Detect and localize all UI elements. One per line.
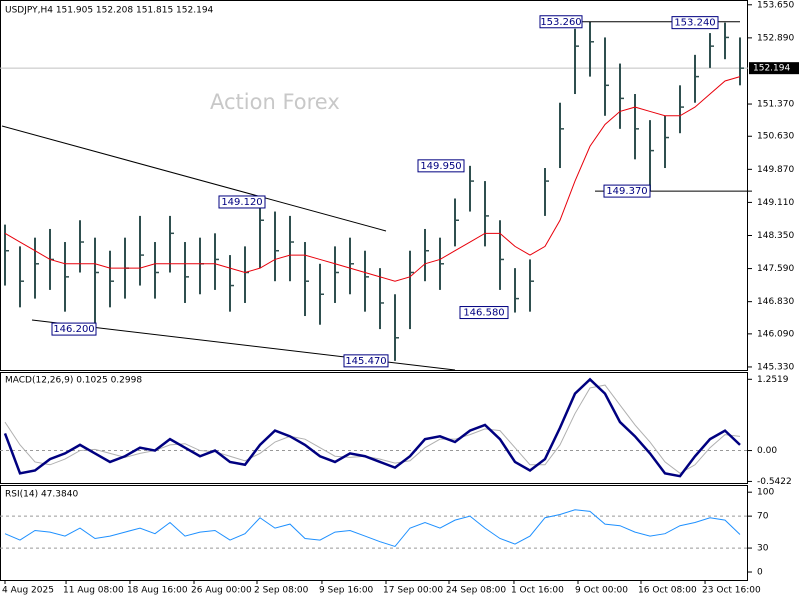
trend-line <box>1 125 387 232</box>
x-tick-label: 9 Sep 16:00 <box>319 586 374 596</box>
price-label: 146.580 <box>463 308 504 319</box>
rsi-title: RSI(14) 47.3840 <box>5 490 78 500</box>
x-tick-label: 17 Sep 00:00 <box>383 586 443 596</box>
y-tick-label: 146.090 <box>757 329 794 339</box>
x-tick-label: 2 Sep 08:00 <box>254 586 309 596</box>
y-tick-label: 147.590 <box>757 264 794 274</box>
price-label-box <box>603 184 651 198</box>
price-label: 146.200 <box>53 324 94 335</box>
panel-frame <box>0 372 748 484</box>
macd-line <box>4 384 741 474</box>
moving-average <box>4 76 741 282</box>
macd-line <box>3 377 741 478</box>
price-label-box <box>51 322 97 336</box>
y-tick-label: 149.870 <box>757 165 794 175</box>
watermark: Action Forex <box>210 90 340 114</box>
price-label-box <box>343 354 389 368</box>
x-tick-label: 18 Aug 16:00 <box>127 586 188 596</box>
x-tick-label: 9 Oct 00:00 <box>575 586 628 596</box>
last-price-tag <box>749 62 799 75</box>
y-tick-label: 0 <box>757 568 763 578</box>
y-tick-label: 151.370 <box>757 100 794 110</box>
x-tick-label: 26 Aug 00:00 <box>191 586 252 596</box>
price-label-box <box>417 159 465 173</box>
price-label: 149.120 <box>221 197 262 208</box>
last-price-label: 152.194 <box>753 64 790 74</box>
rsi-line <box>4 509 741 548</box>
chart-title: USDJPY,H4 151.905 152.208 151.815 152.19… <box>5 6 214 16</box>
y-tick-label: -0.5422 <box>757 477 792 487</box>
x-tick-label: 4 Aug 2025 <box>2 586 54 596</box>
price-label-box <box>671 16 719 30</box>
x-tick-label: 16 Oct 08:00 <box>638 586 697 596</box>
panel-frame <box>0 485 748 581</box>
macd-title: MACD(12,26,9) 0.1025 0.2998 <box>5 376 142 386</box>
price-label-box <box>539 15 583 29</box>
y-tick-label: 70 <box>757 512 769 522</box>
y-tick-label: 153.650 <box>757 0 794 10</box>
y-tick-label: 0.00 <box>757 446 777 456</box>
x-tick-label: 1 Oct 16:00 <box>511 586 564 596</box>
y-tick-label: 1.2519 <box>757 375 789 385</box>
panel-frame <box>0 0 748 371</box>
price-label: 149.950 <box>420 161 461 172</box>
price-label: 153.240 <box>674 18 715 29</box>
price-label: 153.260 <box>540 17 581 28</box>
price-label-box <box>459 306 509 320</box>
price-label-box <box>218 195 266 209</box>
y-tick-label: 30 <box>757 544 769 554</box>
y-tick-label: 148.350 <box>757 231 794 241</box>
x-tick-label: 23 Oct 16:00 <box>702 586 761 596</box>
x-tick-label: 11 Aug 08:00 <box>63 586 124 596</box>
y-tick-label: 152.890 <box>757 33 794 43</box>
y-tick-label: 150.630 <box>757 132 794 142</box>
y-tick-label: 100 <box>757 488 774 498</box>
price-label: 145.470 <box>345 356 386 367</box>
y-tick-label: 149.110 <box>757 198 794 208</box>
x-tick-label: 24 Sep 08:00 <box>446 586 506 596</box>
y-tick-label: 145.330 <box>757 362 794 372</box>
y-tick-label: 146.830 <box>757 297 794 307</box>
price-label: 149.370 <box>606 186 647 197</box>
